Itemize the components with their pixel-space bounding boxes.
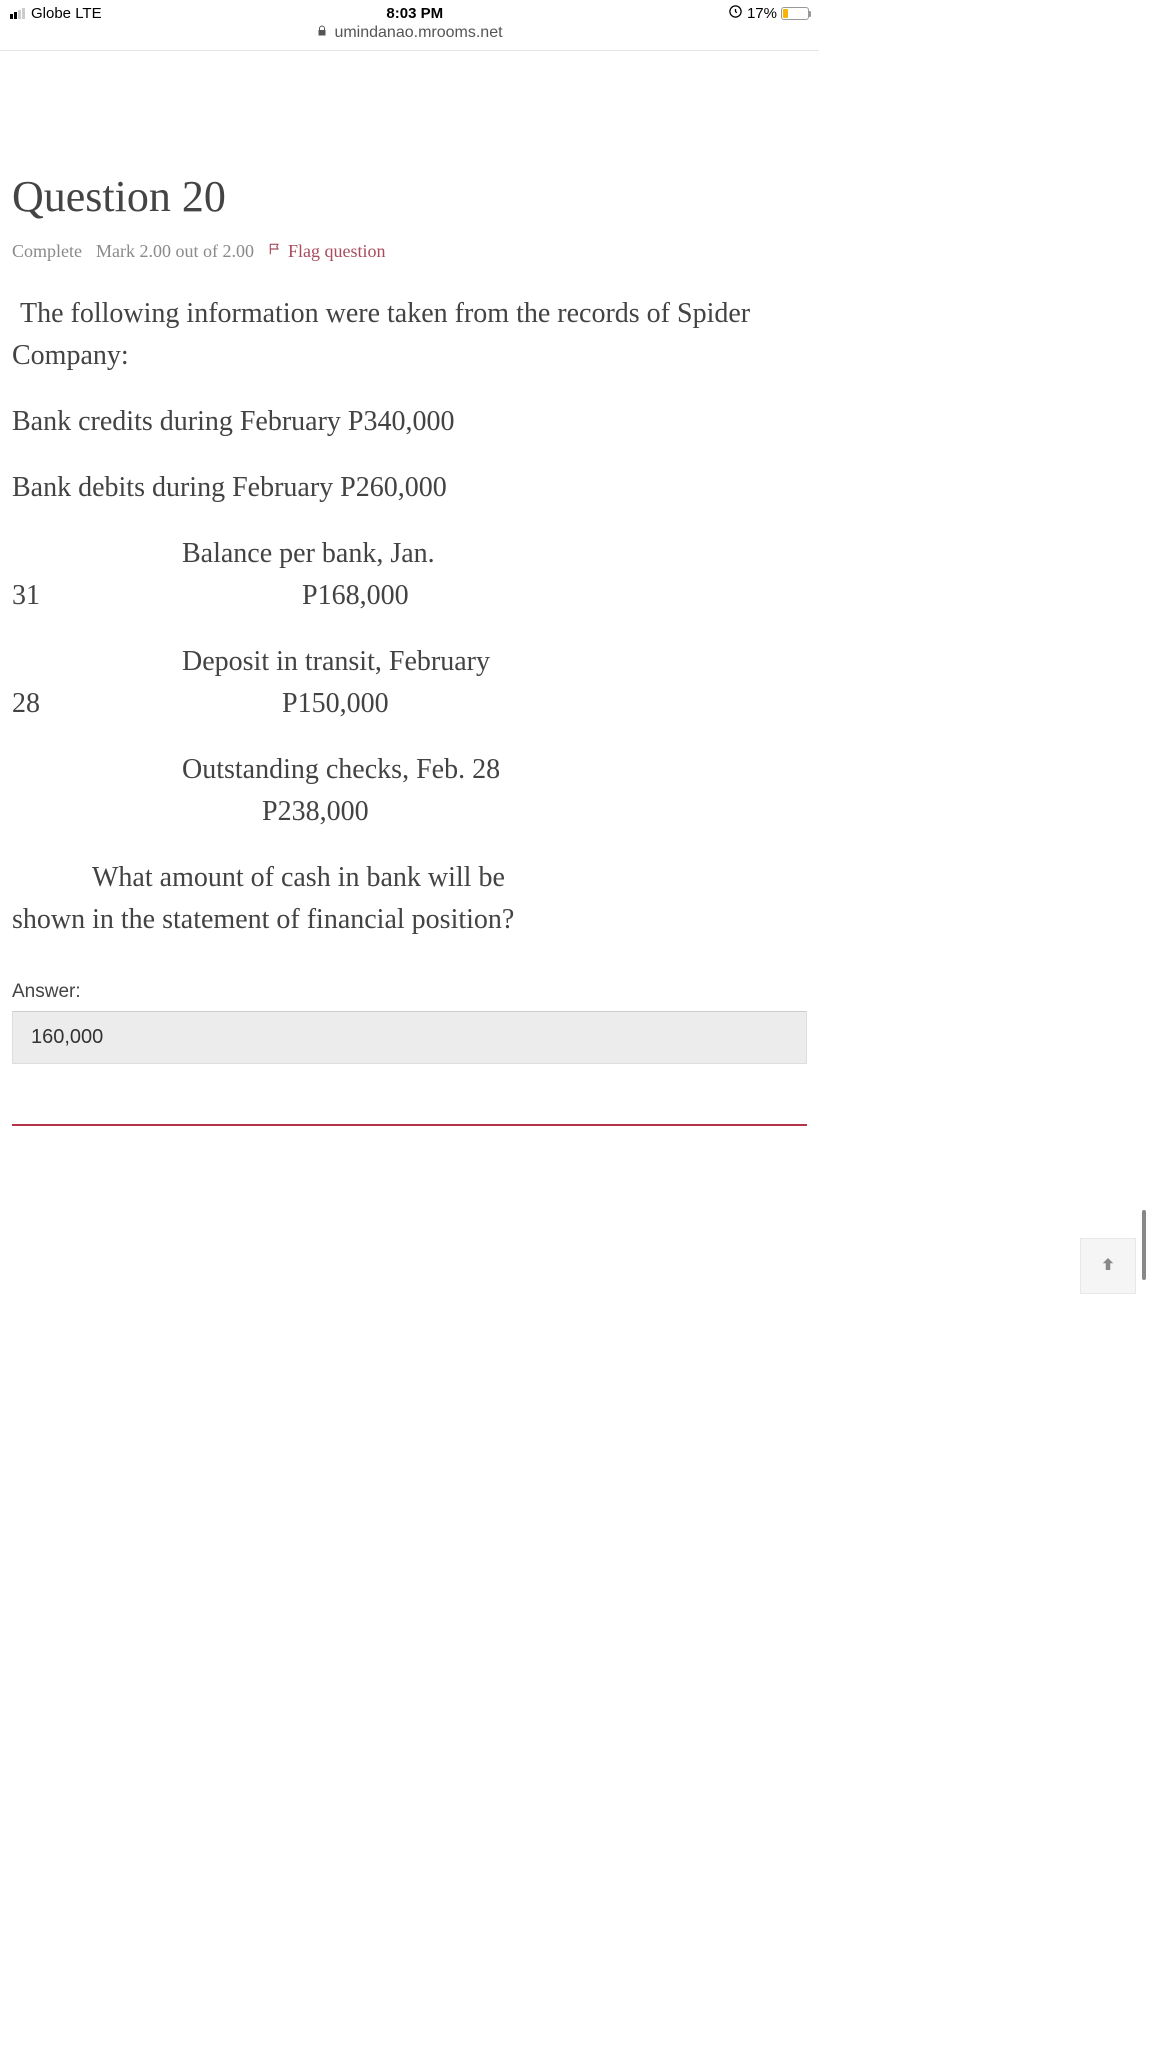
battery-pct: 17%: [747, 5, 777, 22]
status-right: 17%: [728, 4, 809, 23]
question-meta: Complete Mark 2.00 out of 2.00 Flag ques…: [12, 240, 807, 263]
answer-section: Answer:: [12, 981, 807, 1064]
arrow-up-icon: [1099, 1253, 1117, 1279]
status-left: Globe LTE: [10, 5, 102, 22]
flag-question-link[interactable]: Flag question: [268, 240, 386, 263]
balance-line1: Balance per bank, Jan.: [12, 533, 807, 575]
url-text: umindanao.mrooms.net: [334, 24, 502, 42]
scroll-indicator: [1142, 1210, 1146, 1280]
outstanding-block: Outstanding checks, Feb. 28 P238,000: [12, 749, 807, 833]
status-bar: Globe LTE 8:03 PM 17%: [0, 0, 819, 24]
deposit-block: Deposit in transit, February 28 P150,000: [12, 641, 807, 725]
carrier-label: Globe LTE: [31, 5, 102, 22]
status-label: Complete: [12, 241, 82, 262]
prompt-line2: shown in the statement of financial posi…: [12, 899, 807, 941]
final-question: What amount of cash in bank will be show…: [12, 857, 807, 941]
battery-fill: [783, 9, 788, 18]
page-content: Question 20 Complete Mark 2.00 out of 2.…: [0, 51, 819, 1166]
flag-icon: [268, 240, 282, 263]
question-title: Question 20: [12, 171, 807, 222]
lock-icon: [316, 24, 328, 42]
bottom-rule: [12, 1124, 807, 1126]
flag-label: Flag question: [288, 241, 386, 262]
url-bar[interactable]: umindanao.mrooms.net: [0, 24, 819, 51]
answer-input[interactable]: [12, 1011, 807, 1064]
balance-mid: P168,000: [182, 575, 409, 617]
orientation-lock-icon: [728, 4, 743, 23]
mark-label: Mark 2.00 out of 2.00: [96, 241, 254, 262]
deposit-mid: P150,000: [182, 683, 389, 725]
outstanding-line2: P238,000: [182, 791, 807, 833]
deposit-left: 28: [12, 683, 182, 725]
question-body: The following information were taken fro…: [12, 293, 807, 941]
clock: 8:03 PM: [386, 5, 443, 22]
battery-icon: [781, 7, 809, 20]
balance-block: Balance per bank, Jan. 31 P168,000: [12, 533, 807, 617]
deposit-line1: Deposit in transit, February: [12, 641, 807, 683]
outstanding-line1: Outstanding checks, Feb. 28: [182, 749, 807, 791]
answer-label: Answer:: [12, 981, 807, 1003]
prompt-line1: What amount of cash in bank will be: [12, 857, 807, 899]
debits-line: Bank debits during February P260,000: [12, 467, 807, 509]
scroll-to-top-button[interactable]: [1080, 1238, 1136, 1294]
signal-icon: [10, 8, 25, 19]
credits-line: Bank credits during February P340,000: [12, 401, 807, 443]
balance-left: 31: [12, 575, 182, 617]
intro-text: The following information were taken fro…: [12, 293, 807, 377]
